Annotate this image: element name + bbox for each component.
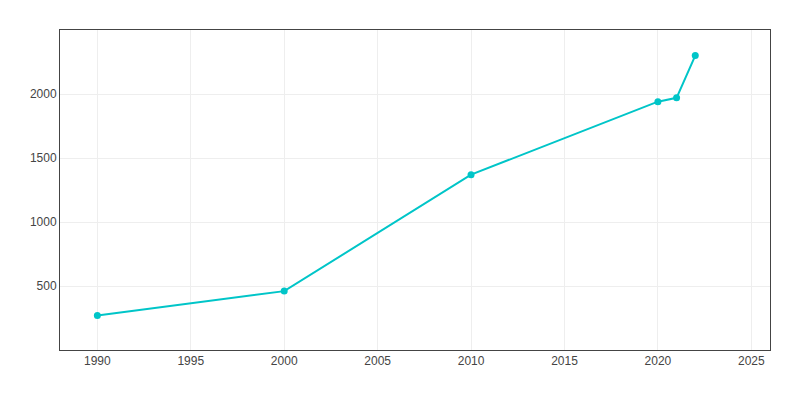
svg-text:2005: 2005: [364, 354, 391, 368]
svg-text:2015: 2015: [551, 354, 578, 368]
svg-text:1990: 1990: [84, 354, 111, 368]
svg-text:2000: 2000: [271, 354, 298, 368]
svg-text:2025: 2025: [738, 354, 765, 368]
svg-text:2020: 2020: [645, 354, 672, 368]
svg-text:1500: 1500: [30, 151, 57, 165]
svg-text:2000: 2000: [30, 87, 57, 101]
svg-text:1995: 1995: [177, 354, 204, 368]
svg-text:500: 500: [37, 279, 57, 293]
svg-text:1000: 1000: [30, 215, 57, 229]
svg-text:2010: 2010: [458, 354, 485, 368]
